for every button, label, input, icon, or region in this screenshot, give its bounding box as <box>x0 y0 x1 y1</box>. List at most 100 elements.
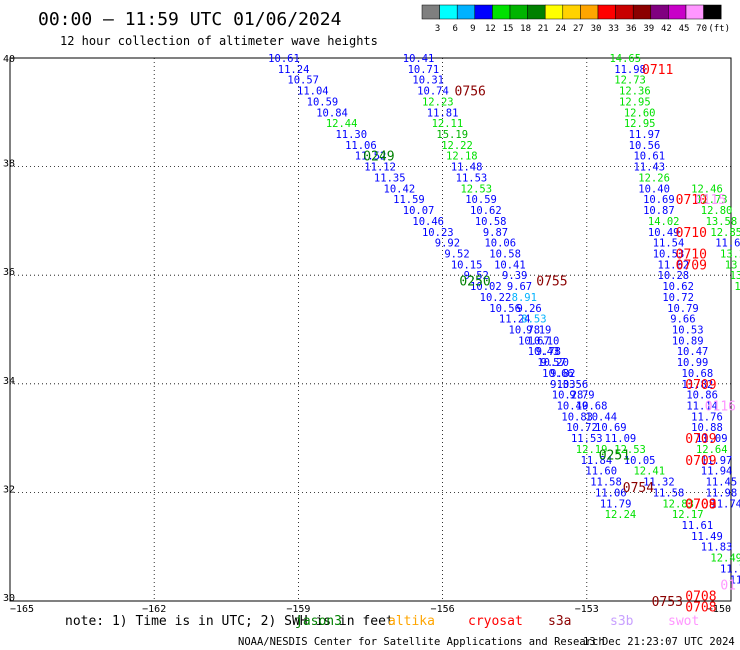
pass-time-label: 0249 <box>363 150 394 165</box>
colorbar-swatch <box>456 4 476 20</box>
colorbar: 3 6 9 12 15 18 21 24 27 30 33 36 39 42 45 70 (ft) <box>421 4 730 34</box>
swh-point-label: 9.92 <box>435 238 460 250</box>
swh-point-label: 11.97 <box>701 455 733 467</box>
swh-point-label: 11.06 <box>345 140 377 152</box>
colorbar-label: 15 <box>503 24 514 34</box>
swh-point-label: 10.68 <box>576 401 608 413</box>
pass-time-label: 0710 <box>676 193 707 208</box>
colorbar-swatch <box>562 4 581 20</box>
x-tick-label: −165 <box>10 604 34 615</box>
colorbar-label: 24 <box>555 24 566 34</box>
note-text: note: 1) Time is in UTC; 2) SWH is in fe… <box>65 614 394 629</box>
swh-point-label: 11.82 <box>682 379 714 391</box>
swh-point-label: 11.97 <box>629 129 661 141</box>
colorbar-label: 6 <box>452 24 457 34</box>
plot-frame <box>9 57 732 602</box>
swh-point-label: 11.48 <box>451 162 483 174</box>
swh-point-label: 12.53 <box>460 183 492 195</box>
swh-point-label: 10.78 <box>509 325 541 337</box>
swh-point-label: 12.17 <box>672 509 704 521</box>
swh-point-label: 11.30 <box>335 129 367 141</box>
swh-point-label: 10.84 <box>316 107 348 119</box>
footer-timestamp: 13 Dec 21:23:07 UTC 2024 <box>583 636 735 648</box>
swh-point-label: 11.53 <box>456 172 488 184</box>
swh-point-label: 10.71 <box>408 64 440 76</box>
swh-point-label: 10.40 <box>638 183 670 195</box>
x-tick-label: −159 <box>286 604 310 615</box>
colorbar-swatch <box>474 4 493 20</box>
swh-point-label: 10.10 <box>528 335 560 347</box>
colorbar-label: 21 <box>538 24 549 34</box>
axis-ticks: −165 −162 −159 −156 −153 −150 30 32 34 36 38 40 <box>3 54 731 615</box>
swh-point-label: 10.59 <box>465 194 497 206</box>
swh-point-label: 10.88 <box>691 422 723 434</box>
swh-point-label: 11.52 <box>355 151 387 163</box>
swh-point-label: 11.14 <box>686 401 718 413</box>
swh-point-label: 11.81 <box>427 107 459 119</box>
legend-item-jason3: jason3 <box>295 614 342 629</box>
colorbar-swatch <box>615 4 634 20</box>
swh-point-label: 10.62 <box>470 205 502 217</box>
pass-time-label: 0708 <box>685 600 716 615</box>
swh-point-label: 9.39 <box>502 270 527 282</box>
swh-point-label: 10.87 <box>643 205 675 217</box>
swh-point-label: 11.63 <box>715 238 740 250</box>
swh-point-label: 12.24 <box>605 509 637 521</box>
swh-point-label: 11.83 <box>701 542 733 554</box>
pass-time-label: 0709 <box>685 454 716 469</box>
swh-point-label: 10.61 <box>633 151 665 163</box>
swh-point-label: 14.02 <box>648 216 680 228</box>
pass-time-label: 0754 <box>623 481 654 496</box>
swh-point-label: 10.74 <box>417 86 449 98</box>
swh-point-label: 10.28 <box>658 270 690 282</box>
colorbar-label: 42 <box>661 24 672 34</box>
swh-point-label: 10.58 <box>489 248 521 260</box>
swh-point-label: 9.52 <box>444 248 469 260</box>
chart-subtitle: 12 hour collection of altimeter wave hei… <box>60 34 378 48</box>
legend-item-cryosat: cryosat <box>468 614 523 629</box>
swh-point-label: 10.56 <box>489 303 521 315</box>
swh-point-label: 12.80 <box>701 205 733 217</box>
swh-point-label: 12.53 <box>614 444 646 456</box>
swh-point-label: 10.28 <box>552 390 584 402</box>
swh-point-label: 10.22 <box>480 292 512 304</box>
colorbar-swatch <box>597 4 616 20</box>
swh-point-label: 9.66 <box>670 314 695 326</box>
colorbar-swatch <box>544 4 564 20</box>
swh-point-label: 10.46 <box>412 216 444 228</box>
swh-point-label: 12.73 <box>696 194 728 206</box>
swh-point-label: 10.86 <box>686 390 718 402</box>
swh-point-label: 11.35 <box>374 172 406 184</box>
swh-point-label: 11.45 <box>706 477 738 489</box>
swh-point-label: 12.22 <box>441 140 473 152</box>
swh-point-label: 12.18 <box>446 151 478 163</box>
swh-point-label: 9.33 <box>550 379 575 391</box>
swh-point-label: 10.53 <box>653 248 685 260</box>
colorbar-label: 45 <box>679 24 690 34</box>
swh-point-label: 15.19 <box>436 129 468 141</box>
swh-point-label: 10.68 <box>682 368 714 380</box>
swh-point-label: 10.44 <box>585 411 617 423</box>
swh-point-label: 11.12 <box>364 162 396 174</box>
swh-point-label: 10.67 <box>518 335 550 347</box>
pass-time-label: 01 <box>720 579 736 594</box>
swh-point-label: 10.61 <box>268 53 300 65</box>
swh-point-label: 11.32 <box>643 477 675 489</box>
swh-point-label: 12.95 <box>619 96 651 108</box>
swh-point-label: 10.06 <box>484 238 516 250</box>
swh-point-label: 11.61 <box>682 520 714 532</box>
swh-point-label: 10.41 <box>494 259 526 271</box>
satellite-legend: jason3 altika cryosat s3a s3b swot <box>295 614 699 629</box>
swh-point-label: 10.42 <box>384 183 416 195</box>
colorbar-label: 33 <box>608 24 619 34</box>
pass-time-label: 0708 <box>685 590 716 605</box>
swh-point-label: 11.59 <box>393 194 425 206</box>
swh-point-label: 10.41 <box>403 53 435 65</box>
colorbar-swatch <box>685 4 704 20</box>
swh-point-label: 10.58 <box>475 216 507 228</box>
colorbar-swatch <box>439 4 458 20</box>
swh-point-label: 11.54 <box>653 238 685 250</box>
swh-point-label: 11.79 <box>720 563 740 575</box>
swh-point-label: 10.47 <box>677 346 709 358</box>
